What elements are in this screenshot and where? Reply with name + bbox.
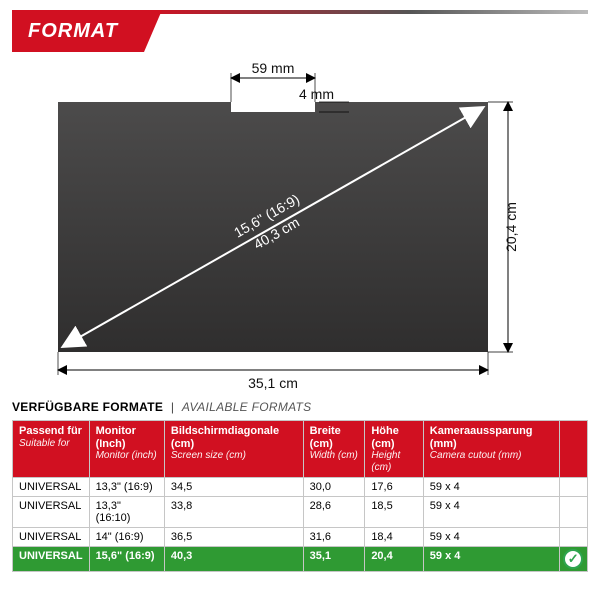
formats-table: Passend fürSuitable forMonitor (Inch)Mon… xyxy=(12,420,588,572)
table-col-header: Höhe (cm)Height (cm) xyxy=(365,421,423,478)
table-cell: UNIVERSAL xyxy=(13,528,89,547)
title-tail xyxy=(144,10,588,14)
table-col-check xyxy=(559,421,587,478)
row-check xyxy=(559,478,587,497)
diagram-svg: 59 mm4 mm15,6" (16:9)40,3 cm35,1 cm20,4 … xyxy=(12,60,588,390)
table-row: UNIVERSAL15,6" (16:9)40,335,120,459 x 4✓ xyxy=(13,547,587,572)
table-row: UNIVERSAL14" (16:9)36,531,618,459 x 4 xyxy=(13,528,587,547)
row-check: ✓ xyxy=(559,547,587,572)
table-cell: 59 x 4 xyxy=(423,547,559,572)
row-check xyxy=(559,497,587,528)
section-en: AVAILABLE FORMATS xyxy=(182,400,312,414)
table-cell: UNIVERSAL xyxy=(13,478,89,497)
table-cell: 36,5 xyxy=(164,528,303,547)
table-cell: 59 x 4 xyxy=(423,528,559,547)
table-cell: 15,6" (16:9) xyxy=(89,547,164,572)
notch-height-label: 4 mm xyxy=(299,86,334,102)
table-cell: 40,3 xyxy=(164,547,303,572)
table-col-header: Passend fürSuitable for xyxy=(13,421,89,478)
table-cell: 35,1 xyxy=(303,547,365,572)
table-cell: 18,4 xyxy=(365,528,423,547)
table-cell: 14" (16:9) xyxy=(89,528,164,547)
table-header-row: Passend fürSuitable forMonitor (Inch)Mon… xyxy=(13,421,587,478)
row-check xyxy=(559,528,587,547)
table-col-header: Bildschirmdiagonale (cm)Screen size (cm) xyxy=(164,421,303,478)
table-cell: 33,8 xyxy=(164,497,303,528)
title-bar: FORMAT xyxy=(12,10,588,52)
table-cell: 28,6 xyxy=(303,497,365,528)
table-cell: 34,5 xyxy=(164,478,303,497)
table-cell: 20,4 xyxy=(365,547,423,572)
table-row: UNIVERSAL13,3" (16:9)34,530,017,659 x 4 xyxy=(13,478,587,497)
notch-width-label: 59 mm xyxy=(252,60,295,76)
table-cell: 13,3" (16:9) xyxy=(89,478,164,497)
table-cell: 59 x 4 xyxy=(423,497,559,528)
table-cell: 31,6 xyxy=(303,528,365,547)
section-sep: | xyxy=(171,400,174,414)
check-icon: ✓ xyxy=(563,549,583,569)
table-cell: 13,3" (16:10) xyxy=(89,497,164,528)
height-label: 20,4 cm xyxy=(503,202,519,252)
table-cell: 59 x 4 xyxy=(423,478,559,497)
table-cell: 18,5 xyxy=(365,497,423,528)
table-cell: 17,6 xyxy=(365,478,423,497)
table-col-header: Monitor (Inch)Monitor (inch) xyxy=(89,421,164,478)
table-body: UNIVERSAL13,3" (16:9)34,530,017,659 x 4U… xyxy=(13,478,587,572)
table-cell: 30,0 xyxy=(303,478,365,497)
table-cell: UNIVERSAL xyxy=(13,497,89,528)
table-col-header: Kameraaussparung (mm)Camera cutout (mm) xyxy=(423,421,559,478)
table-row: UNIVERSAL13,3" (16:10)33,828,618,559 x 4 xyxy=(13,497,587,528)
table-cell: UNIVERSAL xyxy=(13,547,89,572)
page-title: FORMAT xyxy=(12,10,144,52)
width-label: 35,1 cm xyxy=(248,375,298,390)
section-de: VERFÜGBARE FORMATE xyxy=(12,400,163,414)
table-col-header: Breite (cm)Width (cm) xyxy=(303,421,365,478)
format-diagram: 59 mm4 mm15,6" (16:9)40,3 cm35,1 cm20,4 … xyxy=(12,60,588,390)
section-heading: VERFÜGBARE FORMATE | AVAILABLE FORMATS xyxy=(12,400,588,414)
